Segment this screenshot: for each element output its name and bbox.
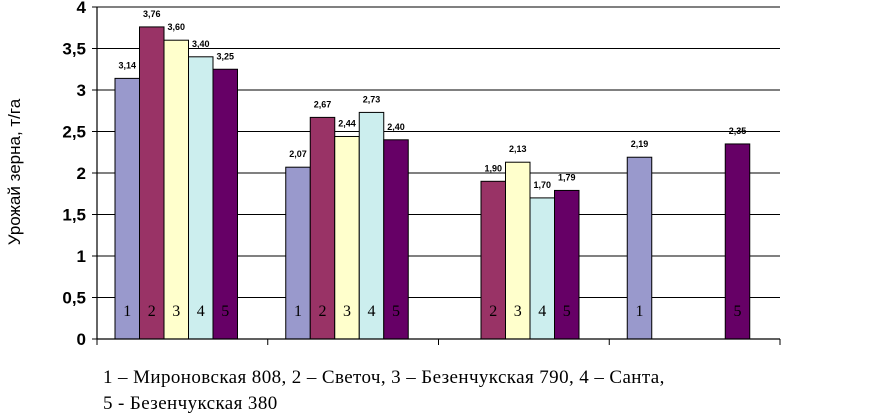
data-label: 2,40: [387, 122, 405, 132]
y-axis-ticks: 0 0,5 1 1,5 2 2,5 3 3,5 4: [62, 0, 86, 349]
bar-number: 4: [197, 303, 205, 320]
bars: 3,14 1 3,76 2 3,60 3 3,40 4 3,25 5 2,07 1 2,67 2 2,44 3…: [114, 9, 751, 340]
bar: [505, 161, 531, 340]
y-tick-label: 0: [77, 330, 86, 349]
data-label: 3,25: [216, 51, 234, 61]
bar: [626, 156, 653, 340]
bar: [285, 166, 311, 340]
bar: [383, 139, 409, 340]
data-label: 3,14: [118, 60, 136, 70]
bar: [139, 26, 165, 340]
bar-number: 2: [489, 303, 497, 320]
data-label: 2,07: [289, 149, 307, 159]
bar: [163, 39, 189, 340]
data-label: 1,90: [484, 163, 502, 173]
bar-number: 3: [514, 303, 522, 320]
bar: [529, 197, 555, 340]
y-tick-label: 3: [77, 81, 86, 100]
bar-number: 3: [172, 303, 180, 320]
data-label: 2,73: [363, 94, 381, 104]
y-tick-label: 1: [77, 247, 86, 266]
axes: [92, 6, 781, 345]
bar-number: 1: [636, 303, 644, 320]
bar: [114, 77, 140, 340]
bar-number: 5: [221, 303, 229, 320]
y-axis-label: Урожай зерна, т/га: [5, 98, 24, 245]
bar-number: 2: [148, 303, 156, 320]
data-label: 2,67: [314, 99, 332, 109]
data-label: 1,79: [558, 172, 576, 182]
data-label: 3,60: [167, 22, 185, 32]
bar-number: 1: [294, 303, 302, 320]
y-tick-label: 4: [77, 0, 87, 17]
data-label: 3,76: [143, 9, 161, 19]
bar-number: 3: [343, 303, 351, 320]
data-label: 3,40: [192, 39, 210, 49]
bar-number: 5: [392, 303, 400, 320]
data-label: 2,19: [631, 139, 649, 149]
data-label: 2,13: [509, 144, 527, 154]
bar-number: 5: [563, 303, 571, 320]
y-tick-label: 3,5: [62, 40, 86, 59]
bar: [188, 56, 214, 340]
legend: 1 – Мироновская 808, 2 – Светоч, 3 – Без…: [103, 365, 878, 417]
bar-number: 5: [734, 303, 742, 320]
bar: [212, 68, 238, 340]
data-label: 2,35: [729, 126, 747, 136]
y-tick-label: 1,5: [62, 206, 86, 225]
bar-number: 1: [123, 303, 131, 320]
y-tick-label: 0,5: [62, 289, 86, 308]
legend-line-1: 1 – Мироновская 808, 2 – Светоч, 3 – Без…: [103, 367, 665, 388]
data-label: 1,70: [533, 180, 551, 190]
bar-number: 4: [538, 303, 546, 320]
bar-chart: 00,511,522,533,54 3,1413,7623,6033,4043,…: [5, 0, 781, 349]
y-tick-label: 2,5: [62, 123, 86, 142]
y-tick-label: 2: [77, 164, 86, 183]
data-label: 2,44: [338, 118, 356, 128]
bar: [480, 180, 506, 340]
bar: [724, 143, 751, 340]
legend-line-2: 5 - Безенчукская 380: [103, 393, 278, 414]
bar-number: 4: [368, 303, 376, 320]
bar-number: 2: [319, 303, 327, 320]
